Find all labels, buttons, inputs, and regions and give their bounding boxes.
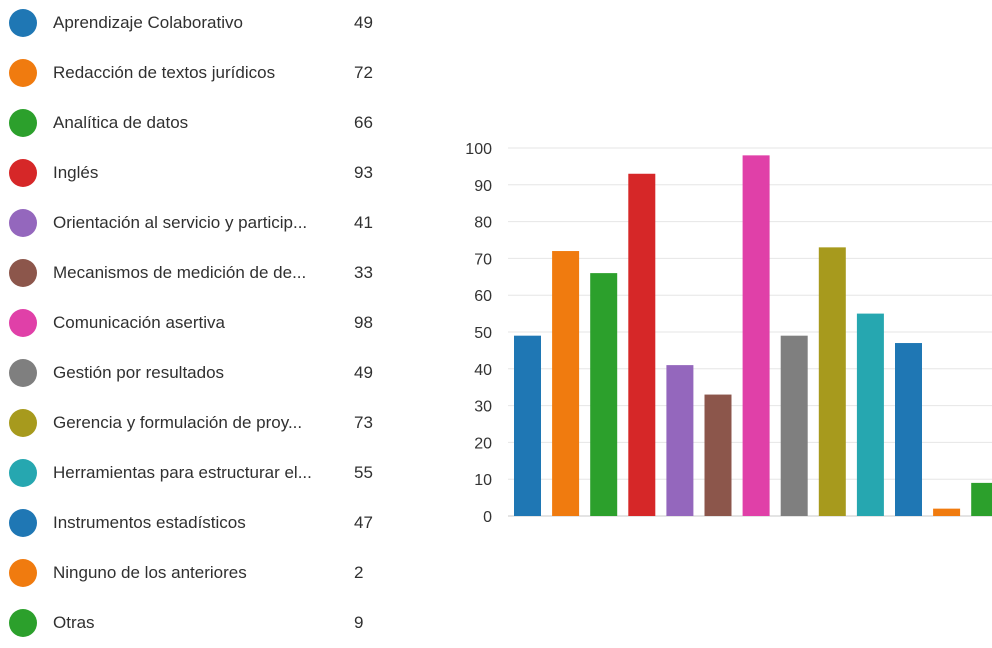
bar[interactable] xyxy=(780,335,808,516)
legend-label: Comunicación asertiva xyxy=(53,313,225,332)
y-tick-label: 70 xyxy=(474,251,492,268)
legend-swatch xyxy=(9,9,37,37)
bar[interactable] xyxy=(514,335,541,516)
chart-legend: Aprendizaje Colaborativo 49 Redacción de t… xyxy=(0,0,400,637)
legend-value: 93 xyxy=(354,163,373,182)
legend-label: Otras xyxy=(53,613,95,632)
legend-swatch xyxy=(9,259,37,287)
legend-swatch xyxy=(9,209,37,237)
legend-label: Redacción de textos jurídicos xyxy=(53,63,276,82)
legend-value: 66 xyxy=(354,113,373,132)
legend-label: Mecanismos de medición de de... xyxy=(53,263,307,282)
y-tick-label: 0 xyxy=(483,509,492,526)
legend-item[interactable]: Gerencia y formulación de proy... 73 xyxy=(0,398,400,448)
legend-value: 33 xyxy=(354,263,373,282)
legend-label: Analítica de datos xyxy=(53,113,189,132)
legend-swatch xyxy=(9,609,37,637)
bar[interactable] xyxy=(856,313,884,516)
legend-label: Aprendizaje Colaborativo xyxy=(53,13,243,32)
legend-value: 55 xyxy=(354,463,373,482)
y-tick-label: 50 xyxy=(474,325,492,342)
legend-item[interactable]: Instrumentos estadísticos 47 xyxy=(0,498,400,548)
legend-swatch xyxy=(9,59,37,87)
y-tick-label: 10 xyxy=(474,472,492,489)
bar[interactable] xyxy=(590,273,618,516)
legend-swatch xyxy=(9,359,37,387)
legend-item[interactable]: Otras 9 xyxy=(0,598,400,648)
legend-value: 72 xyxy=(354,63,373,82)
legend-item[interactable]: Herramientas para estructurar el... 55 xyxy=(0,448,400,498)
legend-item[interactable]: Aprendizaje Colaborativo 49 xyxy=(0,0,400,48)
y-tick-label: 60 xyxy=(474,288,492,305)
legend-label: Herramientas para estructurar el... xyxy=(53,463,312,482)
bar[interactable] xyxy=(971,482,992,516)
legend-value: 41 xyxy=(354,213,373,232)
legend-label: Ninguno de los anteriores xyxy=(53,563,247,582)
legend-item[interactable]: Gestión por resultados 49 xyxy=(0,348,400,398)
bar[interactable] xyxy=(704,394,732,516)
y-tick-label: 80 xyxy=(474,215,492,232)
legend-swatch xyxy=(9,459,37,487)
legend-item[interactable]: Ninguno de los anteriores 2 xyxy=(0,548,400,598)
legend-value: 49 xyxy=(354,363,373,382)
legend-value: 47 xyxy=(354,513,373,532)
legend-label: Gerencia y formulación de proy... xyxy=(53,413,303,432)
bar[interactable] xyxy=(818,247,846,517)
bar[interactable] xyxy=(895,343,922,516)
bar[interactable] xyxy=(933,508,961,516)
legend-item[interactable]: Orientación al servicio y particip... 41 xyxy=(0,198,400,248)
bar[interactable] xyxy=(628,173,656,516)
y-tick-label: 40 xyxy=(474,362,492,379)
legend-label: Instrumentos estadísticos xyxy=(53,513,246,532)
legend-label: Inglés xyxy=(53,163,99,182)
legend-swatch xyxy=(9,409,37,437)
legend-value: 9 xyxy=(354,613,364,632)
legend-item[interactable]: Comunicación asertiva 98 xyxy=(0,298,400,348)
legend-item[interactable]: Analítica de datos 66 xyxy=(0,98,400,148)
legend-value: 2 xyxy=(354,563,364,582)
y-tick-label: 100 xyxy=(465,141,492,158)
legend-swatch xyxy=(9,509,37,537)
legend-value: 49 xyxy=(354,13,373,32)
legend-value: 98 xyxy=(354,313,373,332)
legend-label: Orientación al servicio y particip... xyxy=(53,213,308,232)
legend-swatch xyxy=(9,159,37,187)
legend-value: 73 xyxy=(354,413,373,432)
bar[interactable] xyxy=(742,155,770,517)
legend-swatch xyxy=(9,109,37,137)
bar[interactable] xyxy=(666,365,694,516)
legend-item[interactable]: Inglés 93 xyxy=(0,148,400,198)
legend-item[interactable]: Mecanismos de medición de de... 33 xyxy=(0,248,400,298)
legend-swatch xyxy=(9,559,37,587)
bar[interactable] xyxy=(552,251,580,517)
legend-label: Gestión por resultados xyxy=(53,363,225,382)
y-tick-label: 30 xyxy=(474,399,492,416)
y-tick-label: 90 xyxy=(474,178,492,195)
y-tick-label: 20 xyxy=(474,435,492,452)
legend-item[interactable]: Redacción de textos jurídicos 72 xyxy=(0,48,400,98)
legend-swatch xyxy=(9,309,37,337)
